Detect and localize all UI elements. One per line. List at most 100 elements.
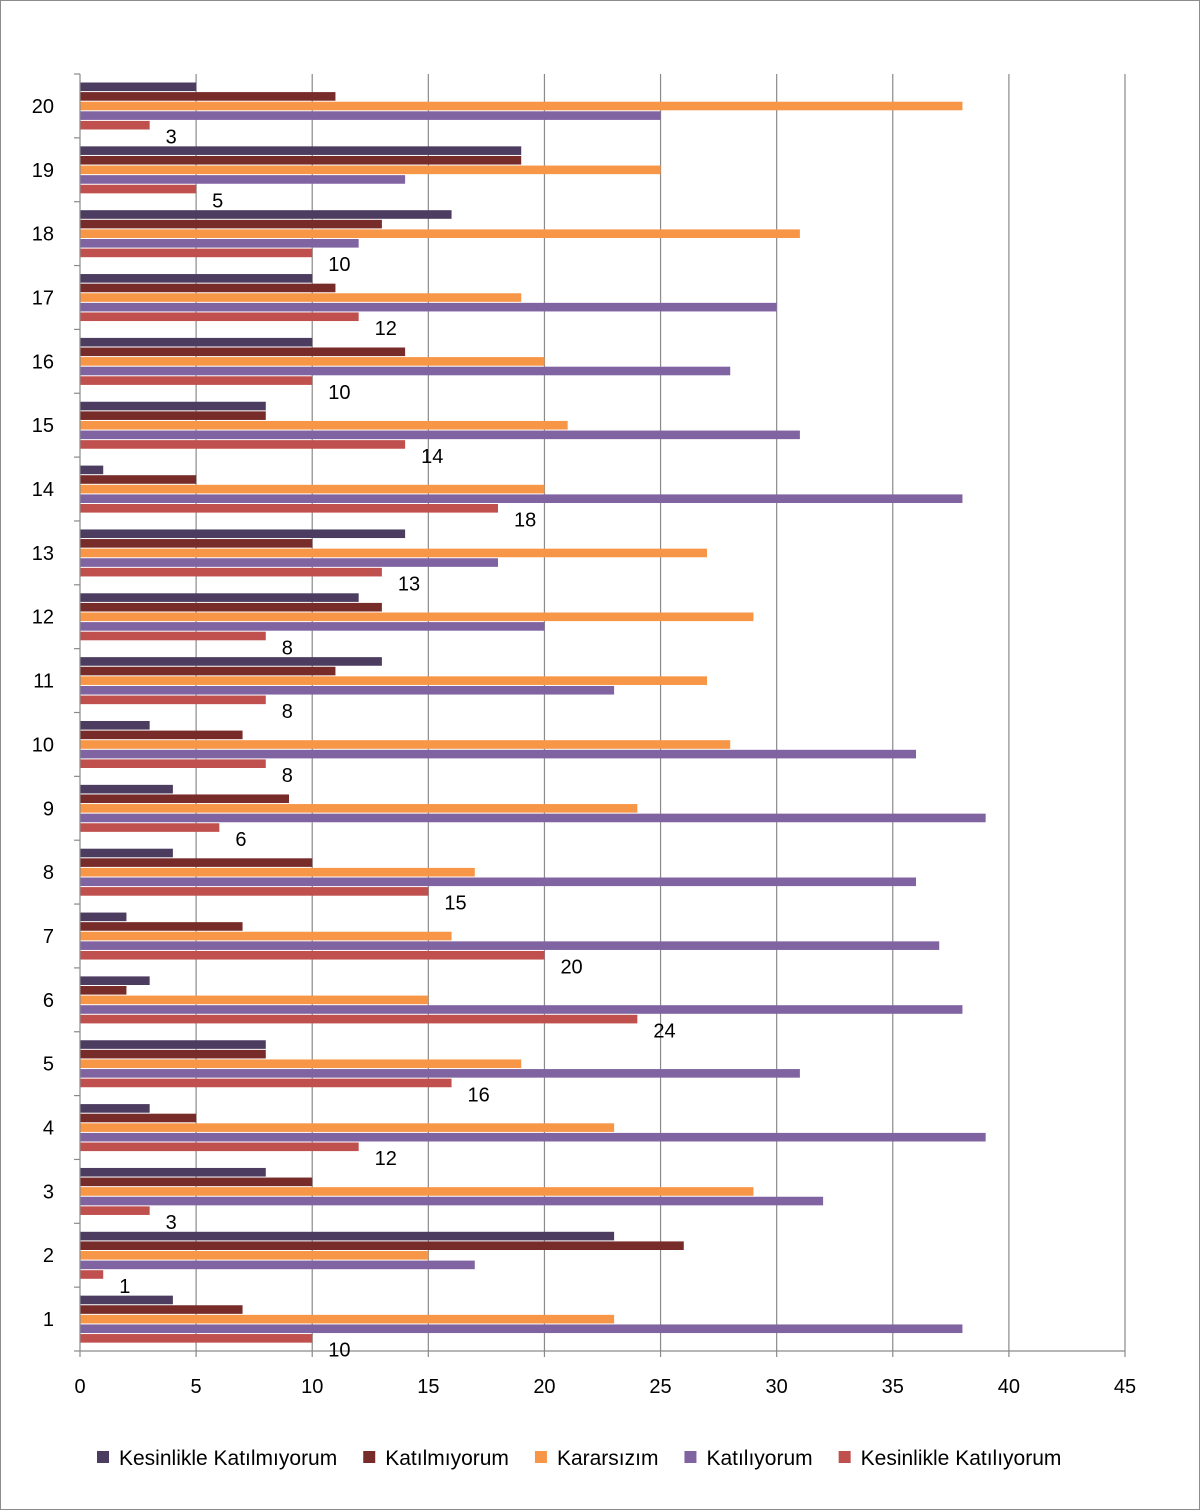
bar	[80, 357, 545, 366]
y-tick-label: 10	[32, 734, 54, 756]
legend-item: Kararsızım	[534, 1447, 659, 1470]
data-label: 20	[560, 957, 582, 979]
x-tick-label: 35	[882, 1376, 904, 1398]
x-tick-label: 10	[301, 1376, 323, 1398]
bar	[80, 912, 127, 922]
bar	[80, 759, 266, 768]
bar	[80, 1113, 197, 1123]
bar	[80, 302, 777, 312]
bar	[80, 1305, 243, 1314]
bar	[80, 1324, 963, 1334]
legend-swatch	[363, 1451, 376, 1463]
bar	[80, 92, 336, 101]
bar	[80, 657, 382, 666]
legend-item: Kesinlikle Katılıyorum	[838, 1447, 1062, 1470]
bar	[80, 1241, 684, 1250]
legend-label: Kesinlikle Katılıyorum	[861, 1447, 1062, 1470]
bar	[80, 941, 940, 950]
bar	[80, 976, 150, 985]
bar	[80, 475, 197, 484]
bar	[80, 721, 150, 730]
bar	[80, 1014, 638, 1024]
bar	[80, 111, 661, 120]
data-label: 24	[653, 1020, 675, 1042]
data-label: 12	[375, 1148, 397, 1170]
bar	[80, 858, 313, 867]
bar	[80, 1187, 754, 1196]
bar	[80, 612, 754, 622]
data-label: 3	[166, 1212, 177, 1234]
bar	[80, 867, 475, 877]
legend-label: Kararsızım	[557, 1447, 659, 1470]
bar	[80, 440, 406, 449]
bar	[80, 411, 266, 420]
y-tick-label: 5	[43, 1054, 54, 1076]
legend-label: Katılıyorum	[706, 1447, 812, 1470]
data-label: 1	[119, 1276, 130, 1298]
bar	[80, 1251, 429, 1260]
y-tick-label: 14	[32, 479, 54, 501]
legend-swatch	[684, 1451, 697, 1463]
bar	[80, 1206, 150, 1215]
y-tick-label: 15	[32, 415, 54, 437]
bar	[80, 248, 313, 258]
bar	[80, 1260, 475, 1270]
legend-label: Katılmıyorum	[385, 1447, 509, 1470]
bar	[80, 1142, 359, 1152]
data-label: 10	[328, 1340, 350, 1362]
y-tick-label: 7	[43, 926, 54, 948]
bar	[80, 1270, 104, 1279]
bar	[80, 804, 638, 813]
bar	[80, 631, 266, 641]
bar	[80, 347, 406, 357]
legend-item: Katılıyorum	[684, 1447, 813, 1470]
bar	[80, 484, 545, 494]
data-label: 14	[421, 446, 443, 468]
bar	[80, 622, 545, 631]
x-tick-label: 5	[191, 1376, 202, 1398]
legend-label: Kesinlikle Katılmıyorum	[119, 1447, 337, 1470]
bar	[80, 1196, 824, 1206]
y-tick-label: 4	[43, 1118, 54, 1140]
bar	[80, 602, 382, 612]
bar	[80, 1295, 173, 1305]
bar	[80, 695, 266, 705]
x-tick-label: 25	[649, 1376, 671, 1398]
bar	[80, 376, 313, 385]
y-tick-label: 13	[32, 543, 54, 565]
data-label: 16	[468, 1084, 490, 1106]
bar	[80, 593, 359, 602]
y-tick-label: 12	[32, 607, 54, 629]
bar	[80, 293, 522, 302]
bar	[80, 1069, 800, 1078]
bar	[80, 1177, 313, 1187]
bar	[80, 184, 197, 194]
bar	[80, 494, 963, 503]
y-tick-label: 20	[32, 96, 54, 118]
axes: 0 5 10 15 20 25 30 35 40 451234567891011121314151…	[32, 73, 1136, 1398]
data-label: 15	[444, 893, 466, 915]
bar	[80, 165, 661, 175]
bar	[80, 146, 522, 155]
bar	[80, 877, 916, 887]
bar	[80, 548, 707, 558]
bar	[80, 676, 707, 685]
bar	[80, 1334, 313, 1343]
bar	[80, 1132, 986, 1142]
bar	[80, 219, 382, 229]
bar	[80, 730, 243, 740]
y-tick-label: 3	[43, 1181, 54, 1203]
data-label: 12	[375, 318, 397, 340]
legend-swatch	[534, 1451, 547, 1463]
bar	[80, 366, 731, 376]
bar	[80, 274, 313, 283]
bar	[80, 120, 150, 130]
bar	[80, 1231, 615, 1241]
data-label: 10	[328, 254, 350, 276]
bar	[80, 82, 197, 92]
bar	[80, 813, 986, 823]
legend-item: Katılmıyorum	[363, 1447, 509, 1470]
